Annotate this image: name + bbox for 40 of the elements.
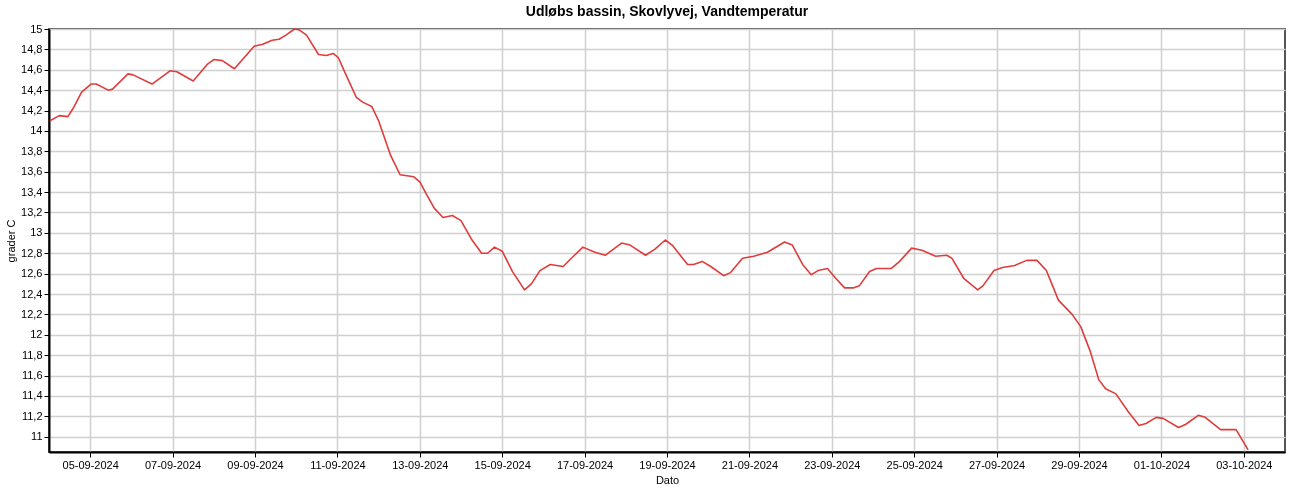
- x-tick-label: 13-09-2024: [392, 458, 449, 471]
- x-tick-label: 27-09-2024: [968, 458, 1026, 471]
- chart-title: Udløbs bassin, Skovlyvej, Vandtemperatur: [525, 3, 809, 19]
- y-tick-label: 11,2: [21, 409, 43, 422]
- y-tick-label: 11,8: [21, 348, 43, 361]
- y-tick-label: 14,6: [21, 63, 43, 76]
- x-tick-label: 09-09-2024: [227, 458, 284, 471]
- y-tick-label: 12,6: [21, 267, 43, 280]
- y-tick-label: 13,6: [21, 165, 43, 178]
- y-tick-label: 13,2: [21, 205, 43, 218]
- y-tick-label: 11: [31, 430, 43, 443]
- y-tick-label: 12,2: [21, 307, 43, 320]
- x-tick-label: 05-09-2024: [62, 458, 119, 471]
- line-series: [49, 28, 1249, 451]
- y-tick-label: 12: [30, 328, 43, 341]
- x-tick-label: 15-09-2024: [474, 458, 531, 471]
- x-tick-label: 11-09-2024: [310, 458, 366, 471]
- x-axis-title: Dato: [655, 473, 680, 486]
- x-tick-label: 19-09-2024: [639, 458, 696, 471]
- y-tick-label: 12,4: [21, 287, 43, 300]
- x-tick-label: 25-09-2024: [886, 458, 943, 471]
- y-tick-label: 11,4: [21, 389, 43, 402]
- y-tick-label: 14,2: [21, 104, 43, 117]
- y-tick-label: 13: [30, 226, 43, 239]
- y-tick-label: 14: [30, 124, 43, 137]
- x-tick-label: 29-09-2024: [1051, 458, 1108, 471]
- y-tick-label: 14,8: [21, 42, 43, 55]
- y-tick-label: 13,8: [21, 144, 43, 157]
- y-tick-label: 15: [30, 22, 43, 35]
- y-tick-label: 13,4: [21, 185, 43, 198]
- y-tick-label: 12,8: [21, 246, 43, 259]
- y-tick-label: 11,6: [21, 369, 43, 382]
- x-tick-label: 07-09-2024: [144, 458, 202, 471]
- x-tick-label: 17-09-2024: [556, 458, 614, 471]
- y-axis-title: grader C: [5, 219, 18, 263]
- x-tick-label: 01-10-2024: [1133, 458, 1191, 471]
- x-tick-label: 21-09-2024: [721, 458, 779, 471]
- x-tick-label: 23-09-2024: [804, 458, 861, 471]
- y-tick-label: 14,4: [21, 83, 43, 96]
- x-tick-label: 03-10-2024: [1216, 458, 1273, 471]
